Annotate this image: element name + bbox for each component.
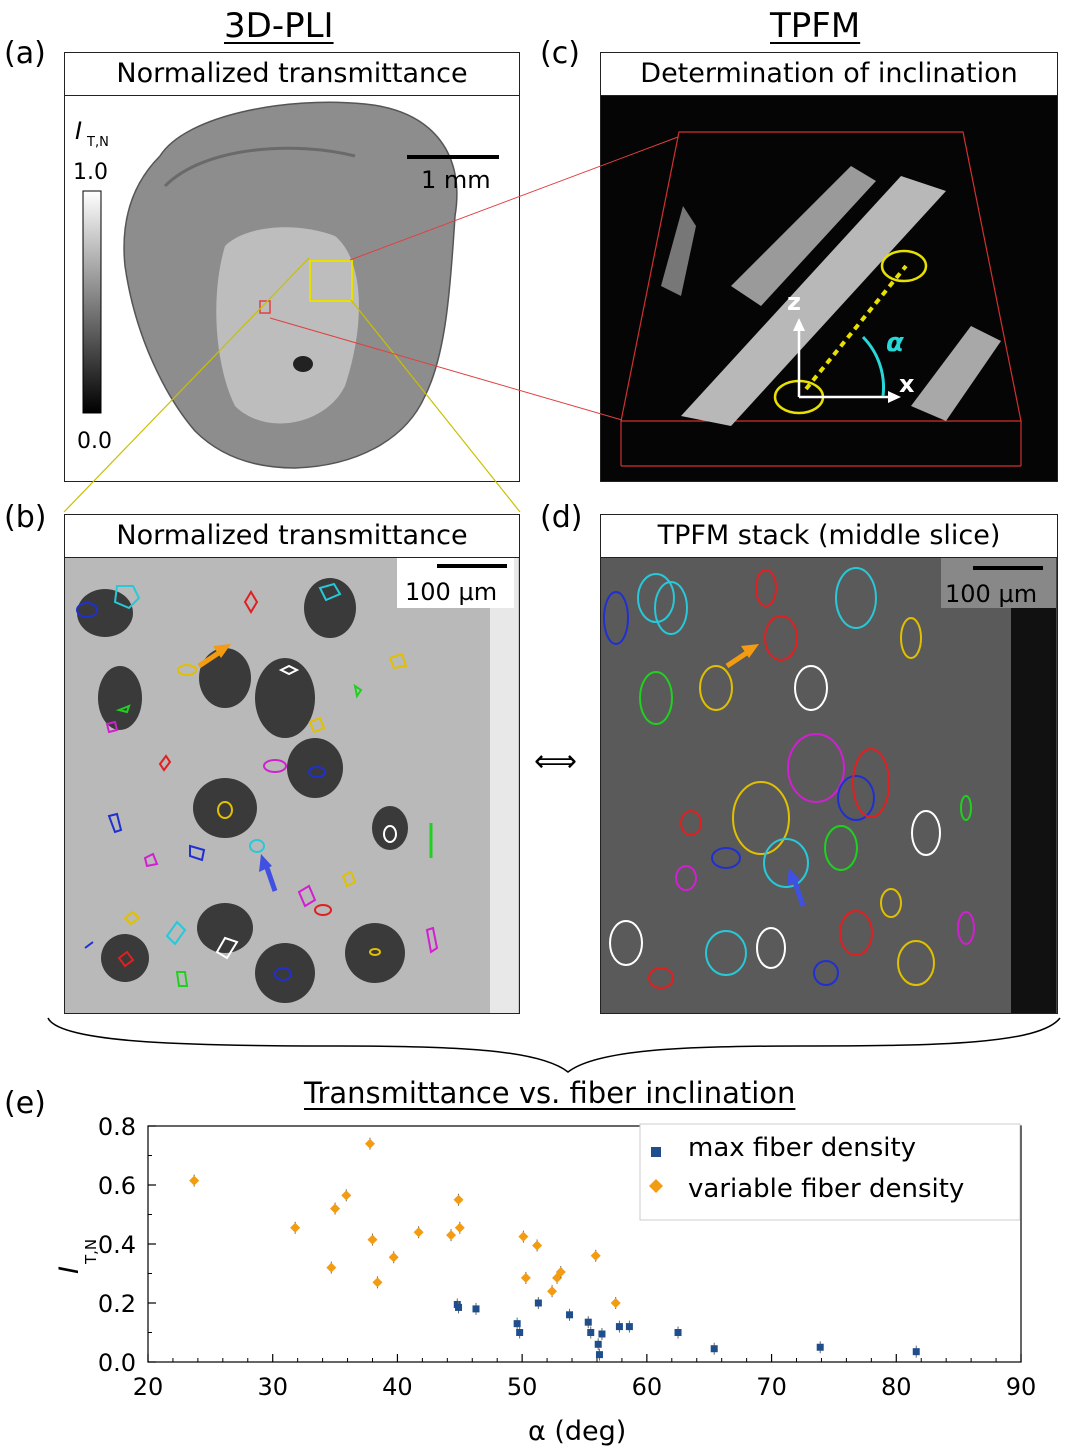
data-point-variable-density [326,1262,337,1273]
data-point-max-density [587,1329,595,1336]
panel-d-title: TPFM stack (middle slice) [601,515,1057,558]
panel-label-c: (c) [540,36,580,71]
data-point-variable-density [290,1222,301,1233]
scalebar-100um-d [973,566,1043,570]
panel-c: Determination of inclination z x α [600,52,1058,482]
panel-a: Normalized transmittance I T,N 1.0 0.0 1… [64,52,520,482]
data-point-variable-density [372,1277,383,1288]
tpfm-middle-slice-image: 100 µm [601,558,1056,1013]
scalebar-100um-b [437,564,507,568]
data-point-max-density [674,1329,682,1336]
y-tick-label: 0.6 [98,1172,136,1200]
tpfm-3d-volume: z x α [620,131,1022,467]
y-tick-label: 0.8 [98,1113,136,1141]
panel-a-title: Normalized transmittance [65,53,519,96]
data-point-max-density [472,1305,480,1313]
data-point-max-density [912,1348,920,1356]
data-point-variable-density [341,1190,352,1201]
alpha-label: α [886,328,904,358]
y-axis-label: I [54,1266,85,1274]
data-point-variable-density [610,1298,621,1308]
legend-label-variable: variable fiber density [688,1174,964,1204]
x-tick-label: 90 [1006,1373,1037,1401]
x-tick-label: 40 [382,1373,413,1401]
colorbar-min: 0.0 [77,429,112,454]
scatter-chart: 20 30 40 50 60 70 80 90 0.0 0.2 0.4 0.6 0.8 max fibe… [54,1113,1037,1447]
transmittance-zoom-image: 100 µm [65,558,518,1013]
data-point-max-density [594,1340,602,1348]
data-point-variable-density [189,1175,200,1186]
data-point-variable-density [454,1222,465,1233]
data-point-variable-density [453,1194,464,1205]
colorbar-label-sub: T,N [86,135,109,150]
data-point-variable-density [547,1286,558,1297]
data-point-variable-density [520,1272,531,1283]
axis-x-label: x [899,370,915,398]
scalebar-1mm [407,155,499,159]
data-point-max-density [584,1318,592,1326]
data-point-max-density [534,1299,542,1307]
panel-c-title: Determination of inclination [601,53,1057,96]
correspondence-arrow: ⟺ [534,744,578,779]
data-point-max-density [625,1323,633,1331]
data-point-max-density [710,1345,718,1353]
data-point-variable-density [590,1250,601,1261]
data-point-variable-density [330,1203,341,1214]
data-point-variable-density [532,1240,543,1251]
y-axis-label-sub: T,N [82,1239,100,1265]
data-point-variable-density [367,1234,378,1245]
y-tick-label: 0.2 [98,1290,136,1318]
data-point-max-density [595,1351,603,1359]
chart-title: Transmittance vs. fiber inclination [304,1076,796,1110]
x-tick-label: 50 [507,1373,538,1401]
panel-d: TPFM stack (middle slice) 100 µm [600,514,1058,1014]
data-point-max-density [566,1311,574,1319]
data-point-max-density [455,1303,463,1311]
panel-label-a: (a) [4,36,46,71]
panel-b-title: Normalized transmittance [65,515,519,558]
panel-label-e: (e) [4,1086,46,1121]
x-tick-label: 20 [133,1373,164,1401]
data-point-max-density [513,1320,521,1328]
data-point-max-density [615,1323,623,1331]
arrows-d [725,644,806,907]
arrows-b [197,644,278,892]
brain-section-image: I T,N 1.0 0.0 1 mm [73,101,499,469]
x-axis-label: α (deg) [528,1416,626,1447]
legend-label-max: max fiber density [688,1133,916,1163]
angle-arc [861,335,885,397]
scalebar-label: 1 mm [421,166,491,194]
data-point-variable-density [446,1230,457,1241]
data-point-variable-density [364,1138,375,1149]
colorbar [82,190,102,414]
axis-z-label: z [787,288,801,316]
x-tick-label: 70 [756,1373,787,1401]
header-3dpli: 3D-PLI [224,6,334,46]
colorbar-max: 1.0 [73,160,108,185]
panel-label-b: (b) [4,500,47,535]
header-tpfm: TPFM [770,6,861,46]
data-point-max-density [516,1329,524,1336]
panel-b: Normalized transmittance 100 µm [64,514,520,1014]
data-point-variable-density [518,1231,529,1242]
scalebar-b-label: 100 µm [405,578,497,606]
colorbar-label: I [75,117,82,145]
data-point-variable-density [555,1267,566,1278]
data-point-variable-density [413,1227,424,1238]
x-tick-label: 30 [257,1373,288,1401]
x-tick-label: 80 [881,1373,912,1401]
y-tick-label: 0.4 [98,1231,136,1259]
legend [639,1123,1021,1221]
data-point-max-density [598,1330,606,1338]
legend-marker-max [651,1147,661,1157]
y-tick-label: 0.0 [98,1349,136,1377]
x-tick-label: 60 [632,1373,663,1401]
panel-label-d: (d) [540,500,583,535]
data-point-variable-density [388,1252,399,1263]
brace [47,1017,1061,1073]
scalebar-d-label: 100 µm [945,580,1037,608]
legend-marker-variable [649,1179,663,1193]
data-point-max-density [816,1343,824,1351]
